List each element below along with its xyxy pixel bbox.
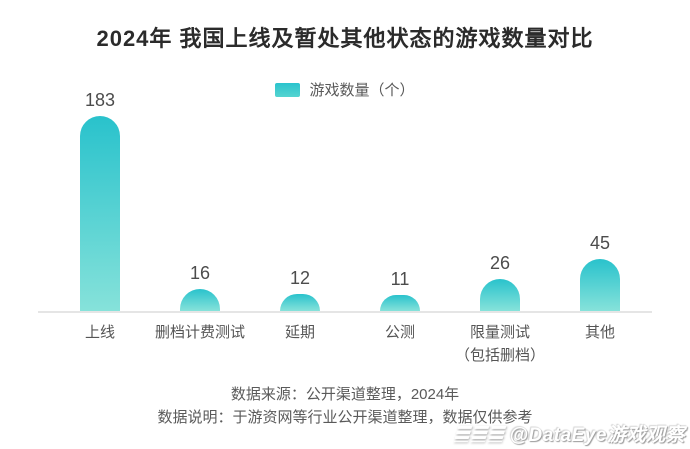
bar-column: 16: [150, 263, 250, 311]
watermark-logo-icon: [454, 425, 507, 442]
bar: [280, 294, 320, 311]
x-axis-label: 其他: [584, 324, 615, 341]
watermark: @DataEye游戏观察: [454, 420, 685, 447]
x-axis-label: 删档计费测试: [154, 324, 245, 341]
bar: [380, 295, 420, 311]
bar: [580, 259, 620, 311]
bar-column: 26: [450, 253, 550, 311]
bar-column: 183: [50, 90, 150, 311]
bar-value-label: 16: [189, 263, 211, 283]
bar-value-label: 26: [489, 253, 511, 273]
bar: [480, 279, 520, 311]
x-axis-label: 上线: [84, 324, 115, 341]
bar-column: 11: [350, 269, 450, 311]
bar: [180, 289, 220, 311]
x-axis-label: 延期: [284, 324, 315, 341]
page-title: 2024年 我国上线及暂处其他状态的游戏数量对比: [96, 26, 594, 51]
x-axis-labels: 上线 删档计费测试 延期 公测 限量测试 （包括删档） 其他: [50, 322, 650, 367]
x-axis-label: 公测: [384, 324, 415, 341]
legend: 游戏数量（个）: [0, 79, 690, 100]
x-axis-line: [38, 311, 652, 313]
legend-label: 游戏数量（个）: [309, 82, 415, 99]
data-source-text: 数据来源：公开渠道整理，2024年: [230, 386, 460, 403]
bar-column: 45: [550, 233, 650, 311]
legend-swatch-icon: [275, 82, 301, 97]
bar-value-label: 12: [289, 268, 311, 288]
bar-column: 12: [250, 268, 350, 311]
bar-value-label: 45: [589, 233, 611, 253]
bar-value-label: 183: [84, 90, 116, 110]
x-axis-label: 限量测试 （包括删档）: [454, 324, 545, 364]
bar-value-label: 11: [390, 269, 410, 289]
plot-area: 183 16 12 11 26 45: [50, 0, 650, 311]
watermark-handle: @DataEye游戏观察: [509, 425, 685, 446]
data-note-text: 数据说明：于游资网等行业公开渠道整理，数据仅供参考: [157, 409, 533, 426]
bar: [80, 116, 120, 311]
